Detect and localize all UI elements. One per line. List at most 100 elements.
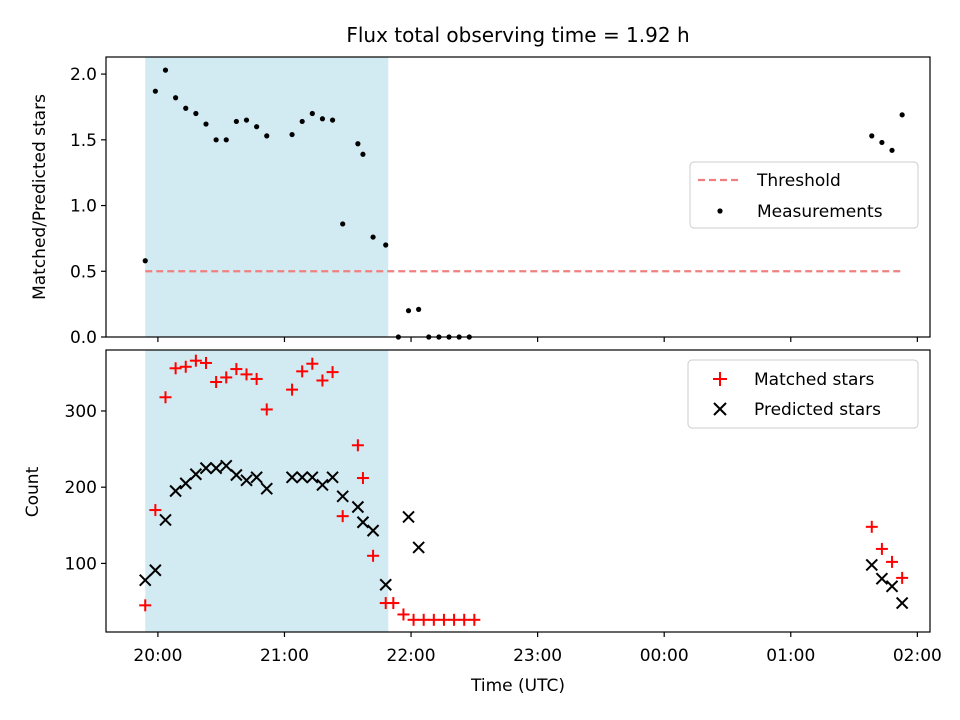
matched-star-point (875, 542, 888, 555)
top-ytick-label: 0.5 (70, 262, 97, 282)
measurement-point (405, 308, 412, 314)
measurement-point (254, 124, 260, 130)
legend-predicted-label: Predicted stars (754, 400, 881, 420)
top-ytick-label: 0.0 (70, 328, 97, 348)
top-ticks: 0.0 0.5 1.0 1.5 2.0 (70, 65, 918, 348)
top-ytick-label: 1.0 (70, 197, 97, 217)
measurement-point (299, 118, 305, 125)
x-axis-label: Time (UTC) (470, 676, 565, 696)
predicted-star-point (366, 524, 380, 537)
predicted-star-point (326, 471, 339, 484)
legend-matched-label: Matched stars (754, 370, 874, 390)
measurement-point (213, 137, 219, 143)
measurement-point (879, 139, 885, 146)
measurement-point (329, 117, 336, 123)
matched-star-point (179, 360, 192, 373)
legend-measurements-label: Measurements (757, 202, 883, 222)
xtick-label: 01:00 (766, 646, 815, 666)
matched-star-point (407, 613, 420, 626)
measurement-point (289, 131, 295, 138)
measurement-point (243, 117, 250, 123)
measurement-point (869, 133, 875, 139)
matched-star-point (220, 371, 233, 384)
top-ytick-label: 2.0 (70, 65, 97, 85)
legend-threshold-label: Threshold (756, 171, 841, 191)
matched-star-point (351, 439, 364, 452)
measurement-point (183, 105, 189, 111)
measurement-point (416, 306, 422, 312)
predicted-star-point (306, 471, 319, 484)
bottom-legend-box (687, 359, 919, 429)
matched-star-point (296, 365, 309, 378)
matched-star-point (250, 372, 263, 385)
bottom-legend: Matched stars Predicted stars (687, 359, 919, 429)
predicted-star-point (356, 516, 370, 529)
matched-star-point (139, 599, 152, 612)
measurement-point (383, 242, 389, 248)
predicted-star-point (885, 580, 899, 593)
predicted-star-point (230, 468, 243, 482)
predicted-star-point (402, 510, 415, 524)
xtick-label: 21:00 (260, 646, 309, 666)
predicted-star-point (139, 573, 152, 587)
measurement-point (264, 133, 270, 139)
predicted-star-point (295, 471, 309, 484)
bottom-panel: 100 200 300 20:00 21:00 22:00 23:00 00:00 01:00 0… (23, 349, 942, 696)
measurement-point (889, 147, 895, 153)
measurement-point (223, 137, 229, 143)
predicted-star-point (875, 572, 889, 585)
measurement-point (360, 151, 366, 157)
predicted-star-point (250, 471, 263, 484)
bottom-marks (139, 354, 909, 626)
predicted-star-point (169, 484, 182, 498)
matched-star-point (458, 613, 471, 626)
matched-star-point (427, 613, 440, 626)
xtick-label: 02:00 (893, 646, 942, 666)
measurement-point (899, 112, 905, 118)
bottom-ticks: 100 200 300 20:00 21:00 22:00 23:00 00:00 01:00 0… (65, 402, 942, 666)
predicted-star-point (220, 459, 233, 473)
bottom-ylabel: Count (23, 466, 43, 517)
legend-predicted-swatch (713, 402, 727, 416)
matched-star-point (865, 520, 878, 533)
predicted-star-point (179, 477, 192, 490)
predicted-star-point (260, 482, 273, 495)
top-legend: Threshold Measurements (689, 161, 919, 229)
matched-star-point (260, 403, 273, 416)
measurement-point (152, 88, 158, 94)
matched-star-point (286, 383, 299, 396)
top-axes-frame (105, 56, 931, 338)
top-legend-box (689, 161, 919, 229)
top-shaded-span (145, 57, 389, 337)
matched-star-point (189, 354, 202, 367)
matched-star-point (316, 374, 329, 387)
matched-star-point (336, 510, 349, 523)
matched-star-point (159, 391, 172, 404)
measurement-point (233, 118, 239, 125)
predicted-star-point (379, 578, 392, 591)
predicted-star-point (895, 596, 909, 610)
measurement-point (162, 67, 169, 73)
measurement-point (173, 95, 179, 101)
predicted-star-point (159, 513, 172, 527)
predicted-star-point (351, 500, 365, 514)
matched-star-point (199, 356, 212, 369)
predicted-star-point (316, 478, 329, 492)
predicted-star-point (240, 474, 253, 487)
xtick-label: 22:00 (387, 646, 436, 666)
matched-star-point (417, 613, 430, 626)
predicted-star-point (412, 541, 425, 554)
predicted-star-point (865, 558, 878, 572)
top-panel: 0.00.51.01.52.0 Matched/Predicted stars … (30, 56, 931, 348)
matched-star-point (468, 613, 481, 626)
measurement-point (319, 116, 326, 122)
measurement-point (193, 110, 199, 117)
matched-star-point (437, 613, 450, 626)
predicted-star-point (285, 471, 299, 484)
matched-star-point (387, 597, 400, 610)
matched-star-point (326, 366, 339, 379)
matched-star-point (896, 571, 909, 584)
top-ytick-label: 1.5 (70, 131, 97, 151)
legend-matched-swatch (713, 372, 727, 386)
predicted-star-point (189, 468, 203, 481)
